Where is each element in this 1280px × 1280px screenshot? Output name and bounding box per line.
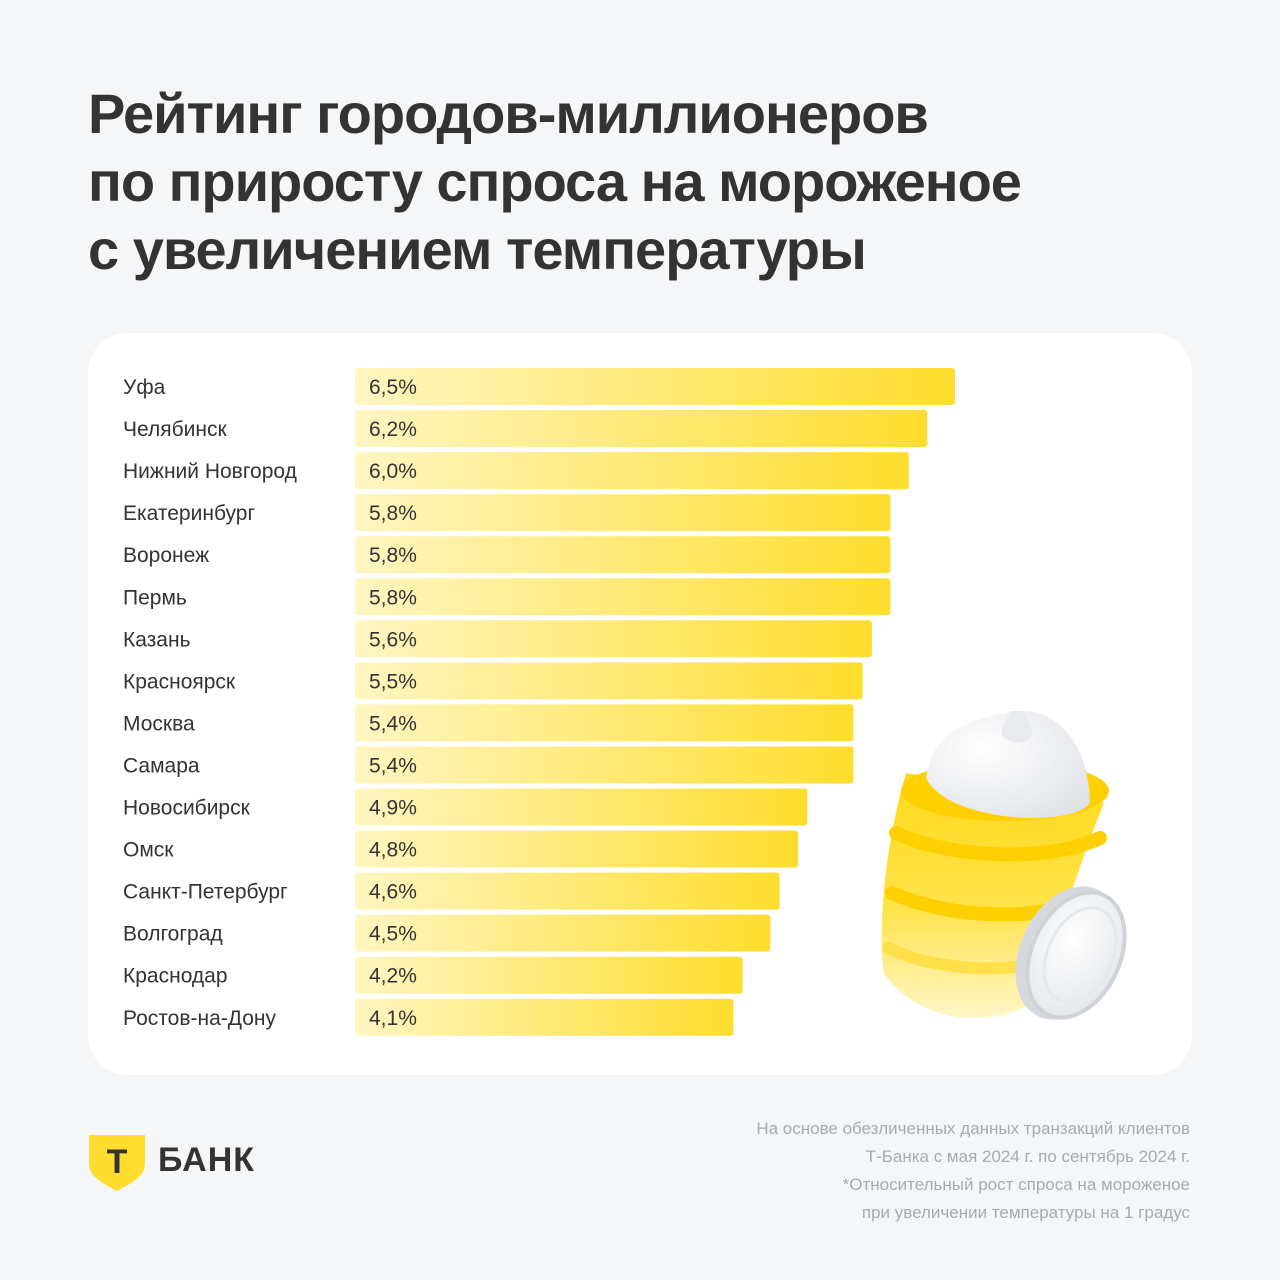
category-label: Уфа (123, 376, 166, 399)
data-label: 4,9% (369, 797, 417, 820)
bar-chart: Уфа 6,5% Челябинск 6,2% Нижний Новгород 6,0% Е… (123, 368, 1127, 1036)
data-label: 4,6% (369, 881, 417, 904)
bar (355, 410, 928, 448)
title-line-3: с увеличением температуры (88, 218, 867, 281)
category-label: Воронеж (123, 544, 209, 567)
bar (355, 494, 891, 532)
bar (355, 830, 799, 868)
category-label: Новосибирск (123, 797, 251, 820)
data-label: 5,6% (369, 628, 417, 651)
logo-letter: Т (107, 1143, 128, 1181)
data-label: 4,2% (369, 965, 417, 988)
bar (355, 788, 808, 826)
data-label: 5,4% (369, 754, 417, 777)
category-label: Волгоград (123, 923, 223, 946)
bar (355, 620, 872, 658)
category-label: Красноярск (123, 670, 236, 693)
category-label: Нижний Новгород (123, 460, 297, 483)
bar (355, 452, 909, 490)
data-label: 5,4% (369, 712, 417, 735)
bar (355, 998, 734, 1036)
category-label: Москва (123, 712, 195, 735)
category-label: Екатеринбург (123, 502, 255, 525)
bar (355, 662, 863, 700)
category-label: Ростов-на-Дону (123, 1007, 276, 1030)
bar (355, 578, 891, 616)
bar (355, 704, 854, 742)
title-line-2: по приросту спроса на мороженое (88, 150, 1022, 213)
bar (355, 914, 771, 952)
data-label: 6,5% (369, 376, 417, 399)
bar (355, 956, 743, 994)
tbank-logo: Т БАНК (88, 1133, 288, 1193)
data-label: 6,0% (369, 460, 417, 483)
bar (355, 368, 955, 405)
bars-layer: Уфа 6,5% Челябинск 6,2% Нижний Новгород 6,0% Е… (123, 368, 955, 1036)
bar (355, 536, 891, 574)
category-label: Казань (123, 628, 191, 651)
shield-icon: Т (89, 1135, 145, 1191)
page-title: Рейтинг городов-миллионеров по приросту … (88, 80, 1188, 284)
footnote-line-1: На основе обезличенных данных транзакций… (756, 1119, 1190, 1138)
bar (355, 872, 780, 910)
data-label: 4,8% (369, 839, 417, 862)
data-label: 6,2% (369, 418, 417, 441)
footnote-line-2: Т-Банка с мая 2024 г. по сентябрь 2024 г… (865, 1147, 1190, 1166)
category-label: Омск (123, 839, 174, 862)
category-label: Челябинск (123, 418, 227, 441)
bar (355, 746, 854, 784)
data-label: 5,5% (369, 670, 417, 693)
data-label: 4,1% (369, 1007, 417, 1030)
category-label: Пермь (123, 586, 187, 609)
footnote-line-4: при увеличении температуры на 1 градус (861, 1203, 1190, 1222)
data-label: 5,8% (369, 502, 417, 525)
data-label: 4,5% (369, 923, 417, 946)
footnote: На основе обезличенных данных транзакций… (570, 1115, 1190, 1227)
data-label: 5,8% (369, 544, 417, 567)
category-label: Краснодар (123, 965, 228, 988)
category-label: Санкт-Петербург (123, 881, 288, 904)
ice-cream-cone-with-coin (881, 710, 1127, 1020)
title-line-1: Рейтинг городов-миллионеров (88, 82, 929, 145)
data-label: 5,8% (369, 586, 417, 609)
logo-wordmark: БАНК (158, 1141, 256, 1179)
footnote-line-3: *Относительный рост спроса на мороженое (842, 1175, 1190, 1194)
chart-card: Уфа 6,5% Челябинск 6,2% Нижний Новгород 6,0% Е… (88, 333, 1192, 1075)
category-label: Самара (123, 754, 200, 777)
